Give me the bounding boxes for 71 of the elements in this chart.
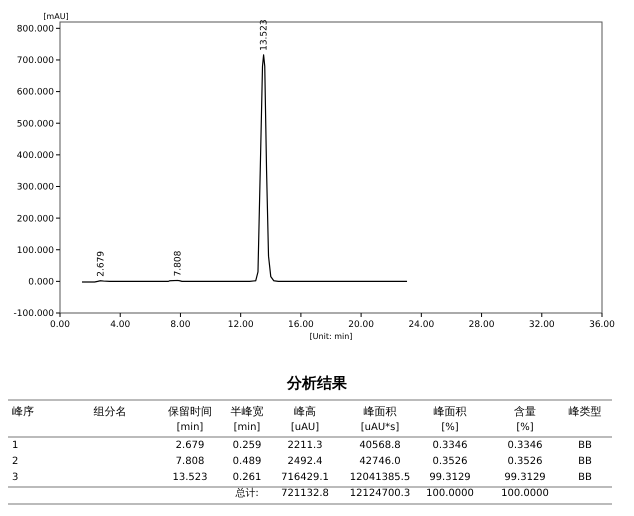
text: [uAU*s] [360,422,400,433]
text: 2 [12,456,18,467]
text: 12041385.5 [350,472,410,483]
text: 0.3346 [508,440,542,451]
y-tick-label: 700.000 [16,56,54,66]
text: [uAU] [290,422,320,433]
text: 0.489 [232,456,262,467]
text: 721132.8 [281,488,329,499]
x-tick-label: 12.00 [228,320,254,330]
y-tick-label: 100.000 [16,246,54,256]
text: BB [578,472,592,483]
text: 99.3129 [429,472,471,483]
text: 2.679 [176,440,204,451]
text: 半峰宽 [230,405,264,418]
y-tick-label: 600.000 [16,88,54,98]
y-tick-label: 400.000 [16,151,54,161]
text: 13.523 [172,472,208,483]
text: 2492.4 [288,456,322,467]
annotation: 7.808 [174,250,184,276]
x-tick-label: 4.00 [110,320,131,330]
text: 峰类型 [568,405,602,418]
text: [%] [516,422,534,433]
text: 分析结果 [286,374,348,392]
y-axis-title: [mAU] [43,12,69,21]
annotation: 13.523 [260,19,270,51]
x-tick-label: 36.00 [589,320,616,330]
text: 0.3526 [508,456,542,467]
text: 12124700.3 [350,488,410,499]
text: 100.0000 [501,488,549,499]
y-tick-label: 0.000 [28,278,54,288]
text: 2211.3 [288,440,322,451]
annotation: 2.679 [96,250,106,277]
text: 7.808 [176,456,204,467]
text: 0.259 [232,440,262,451]
text: 峰序 [12,405,34,418]
text: 716429.1 [281,472,329,483]
text: 峰面积 [434,405,466,418]
text: 40568.8 [359,440,401,451]
text: 总计: [234,487,259,499]
x-tick-label: 0.00 [50,320,70,330]
text: 保留时间 [168,405,212,418]
text: 含量 [514,405,536,418]
text: 3 [12,472,18,483]
y-tick-label: 500.000 [16,119,54,130]
text: 0.3526 [432,456,468,467]
y-tick-label: -100.000 [14,309,54,320]
text: 0.3346 [432,440,468,451]
text: [min] [234,422,260,433]
x-tick-label: 24.00 [408,320,434,330]
text: 峰面积 [364,405,396,418]
text: BB [578,456,592,467]
x-tick-label: 16.00 [288,320,314,330]
text: 42746.0 [359,456,401,467]
text: 峰高 [294,405,316,418]
x-axis-title: [Unit: min] [310,332,352,341]
text: 99.3129 [504,472,546,483]
text: 组分名 [94,405,126,418]
text: 100.0000 [426,488,474,499]
y-tick-label: 800.000 [16,24,54,34]
x-tick-label: 8.00 [170,320,191,330]
x-tick-label: 32.00 [528,320,555,330]
text: 0.261 [232,472,262,483]
text: [%] [441,422,459,433]
y-tick-label: 300.000 [16,182,54,193]
x-tick-label: 28.00 [468,320,495,330]
line-series [81,54,408,283]
text: BB [578,440,592,451]
text: [min] [176,422,204,433]
text: 1 [12,440,18,451]
x-tick-label: 20.00 [348,320,374,330]
y-tick-label: 200.000 [16,214,54,224]
